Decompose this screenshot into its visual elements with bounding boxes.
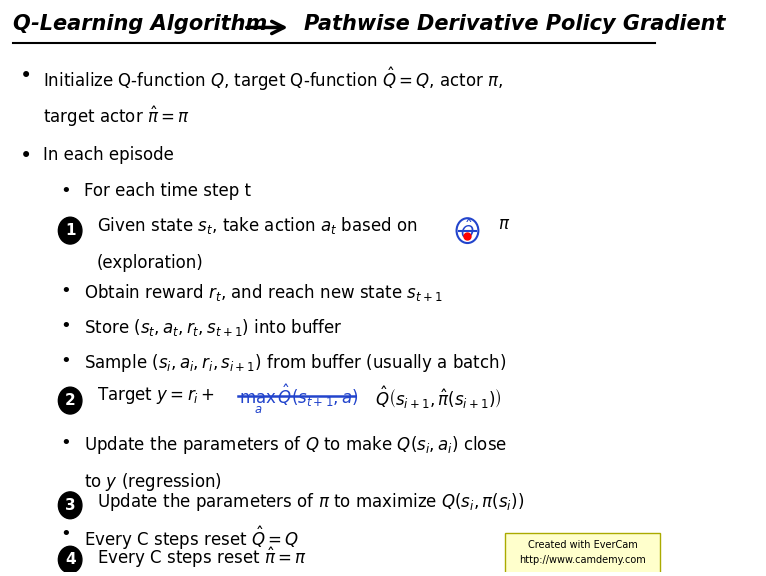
Text: •: •: [20, 146, 32, 166]
Text: •: •: [20, 66, 32, 86]
Text: Update the parameters of $\pi$ to maximize $Q\left(s_i,\pi(s_i)\right)$: Update the parameters of $\pi$ to maximi…: [97, 491, 524, 513]
Text: $\underset{a}{\max}\,\hat{Q}(s_{t+1},a)$: $\underset{a}{\max}\,\hat{Q}(s_{t+1},a)$: [239, 382, 358, 416]
Text: http://www.camdemy.com: http://www.camdemy.com: [519, 555, 646, 565]
Text: Pathwise Derivative Policy Gradient: Pathwise Derivative Policy Gradient: [304, 14, 725, 35]
Text: Every C steps reset $\hat{Q} = Q$: Every C steps reset $\hat{Q} = Q$: [83, 525, 299, 552]
Text: 1: 1: [65, 223, 75, 238]
Text: In each episode: In each episode: [44, 146, 175, 164]
Text: Obtain reward $r_t$, and reach new state $s_{t+1}$: Obtain reward $r_t$, and reach new state…: [83, 282, 442, 302]
Text: For each time step t: For each time step t: [83, 182, 250, 200]
Circle shape: [58, 387, 82, 414]
Text: •: •: [60, 182, 71, 200]
Text: Sample $(s_i, a_i, r_i, s_{i+1})$ from buffer (usually a batch): Sample $(s_i, a_i, r_i, s_{i+1})$ from b…: [83, 352, 506, 374]
FancyBboxPatch shape: [505, 533, 660, 576]
Text: to $y$ (regression): to $y$ (regression): [83, 471, 221, 493]
Text: $\hat{Q}$: $\hat{Q}$: [460, 218, 474, 244]
Text: 3: 3: [65, 498, 76, 513]
Text: •: •: [60, 434, 71, 452]
Text: Store $(s_t, a_t, r_t, s_{t+1})$ into buffer: Store $(s_t, a_t, r_t, s_{t+1})$ into bu…: [83, 317, 342, 338]
Text: Target $y = r_i + $: Target $y = r_i + $: [97, 385, 214, 406]
Text: target actor $\hat{\pi} = \pi$: target actor $\hat{\pi} = \pi$: [44, 105, 190, 129]
Text: 4: 4: [65, 552, 76, 567]
Text: $\hat{Q}\left(s_{i+1},\hat{\pi}(s_{i+1})\right)$: $\hat{Q}\left(s_{i+1},\hat{\pi}(s_{i+1})…: [375, 385, 502, 411]
Text: Update the parameters of $Q$ to make $Q(s_i, a_i)$ close: Update the parameters of $Q$ to make $Q(…: [83, 434, 506, 456]
Text: 2: 2: [65, 393, 76, 408]
Circle shape: [58, 546, 82, 573]
Text: Created with EverCam: Created with EverCam: [528, 540, 637, 550]
Circle shape: [58, 217, 82, 244]
Text: Q-Learning Algorithm: Q-Learning Algorithm: [13, 14, 267, 35]
Text: •: •: [60, 525, 71, 543]
Text: •: •: [60, 317, 71, 335]
Text: Initialize Q-function $Q$, target Q-function $\hat{Q} = Q$, actor $\pi$,: Initialize Q-function $Q$, target Q-func…: [44, 66, 504, 93]
Text: •: •: [60, 282, 71, 300]
Text: $\pi$: $\pi$: [498, 215, 510, 233]
Text: •: •: [60, 352, 71, 370]
Circle shape: [58, 492, 82, 519]
Text: Every C steps reset $\hat{\pi} = \pi$: Every C steps reset $\hat{\pi} = \pi$: [97, 545, 306, 570]
Text: (exploration): (exploration): [97, 253, 204, 271]
Text: Given state $s_t$, take action $a_t$ based on: Given state $s_t$, take action $a_t$ bas…: [97, 215, 417, 236]
